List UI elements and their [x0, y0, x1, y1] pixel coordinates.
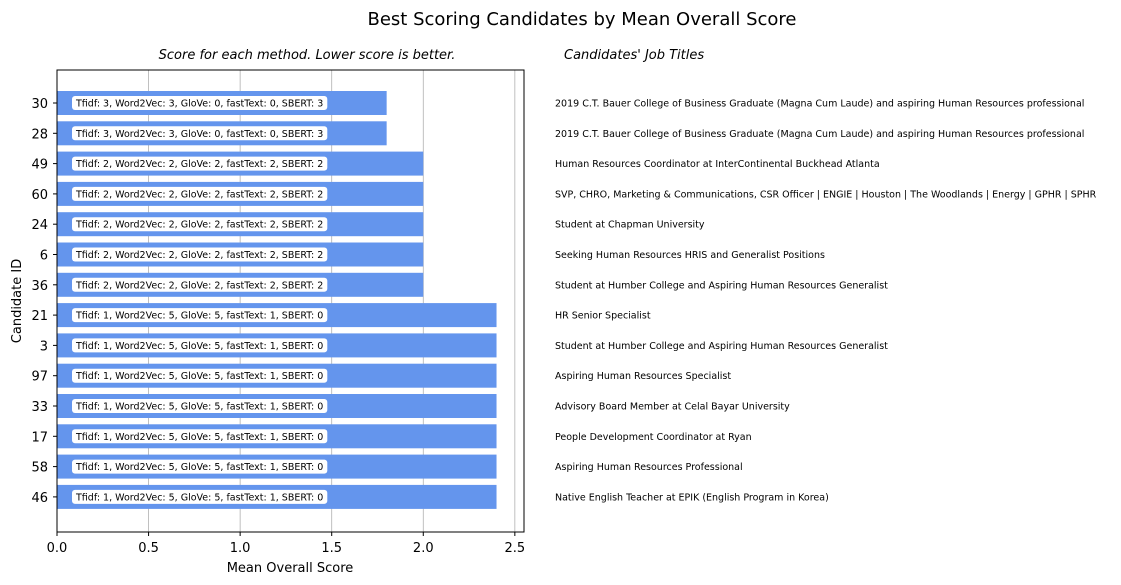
- bar-annotation-box: [72, 429, 328, 444]
- y-tick-label: 60: [31, 188, 48, 203]
- job-title: Aspiring Human Resources Professional: [555, 462, 743, 473]
- x-axis-ticks: 0.0 0.5 1.0 1.5 2.0 2.5: [47, 532, 525, 556]
- x-axis-label: Mean Overall Score: [227, 561, 354, 576]
- job-title: Advisory Board Member at Celal Bayar Uni…: [555, 402, 790, 413]
- bar-annotation-text: Tfidf: 1, Word2Vec: 5, GloVe: 5, fastTex…: [75, 402, 323, 413]
- bar-annotation: Tfidf: 1, Word2Vec: 5, GloVe: 5, fastTex…: [72, 399, 328, 413]
- bar-annotation-box: [72, 368, 328, 383]
- bar-annotation-text: Tfidf: 2, Word2Vec: 2, GloVe: 2, fastTex…: [75, 220, 323, 231]
- y-tick-label: 49: [31, 158, 48, 173]
- y-tick-label: 97: [31, 370, 48, 385]
- bar-annotation-text: Tfidf: 1, Word2Vec: 5, GloVe: 5, fastTex…: [75, 341, 323, 352]
- bar-annotation-text: Tfidf: 3, Word2Vec: 3, GloVe: 0, fastTex…: [75, 129, 323, 140]
- bar-annotation: Tfidf: 3, Word2Vec: 3, GloVe: 0, fastTex…: [72, 96, 328, 110]
- bar-annotation-box: [72, 96, 328, 110]
- bar-annotation-box: [72, 247, 328, 262]
- bar-annotation: Tfidf: 2, Word2Vec: 2, GloVe: 2, fastTex…: [72, 277, 328, 292]
- job-title: Human Resources Coordinator at InterCont…: [555, 159, 880, 170]
- job-title: Student at Humber College and Aspiring H…: [555, 280, 888, 291]
- y-tick-label: 6: [40, 249, 48, 264]
- x-tick-label: 1.5: [321, 541, 342, 556]
- bar-annotation-box: [72, 126, 328, 141]
- job-title: Seeking Human Resources HRIS and General…: [555, 250, 825, 261]
- y-tick-label: 36: [31, 279, 48, 294]
- bar-annotation-text: Tfidf: 1, Word2Vec: 5, GloVe: 5, fastTex…: [75, 371, 323, 382]
- bar-annotation-box: [72, 338, 328, 353]
- job-title: People Development Coordinator at Ryan: [555, 432, 752, 443]
- bar-annotation-text: Tfidf: 1, Word2Vec: 5, GloVe: 5, fastTex…: [75, 462, 323, 473]
- job-titles-heading: Candidates' Job Titles: [564, 48, 704, 63]
- bar-annotation-text: Tfidf: 1, Word2Vec: 5, GloVe: 5, fastTex…: [75, 492, 323, 503]
- job-title: Native English Teacher at EPIK (English …: [555, 492, 829, 503]
- bar-annotation-text: Tfidf: 3, Word2Vec: 3, GloVe: 0, fastTex…: [75, 99, 323, 110]
- y-tick-label: 24: [31, 218, 48, 233]
- chart-title: Best Scoring Candidates by Mean Overall …: [367, 9, 796, 30]
- x-tick-label: 2.5: [504, 541, 525, 556]
- y-axis-ticks: 30 28 49 60 24 6 36 21 3 97 33 17 58 46: [31, 97, 57, 506]
- job-title: SVP, CHRO, Marketing & Communications, C…: [555, 189, 1097, 200]
- bar-annotation: Tfidf: 2, Word2Vec: 2, GloVe: 2, fastTex…: [72, 247, 328, 262]
- plot-frame: [56, 69, 525, 533]
- bar-annotation: Tfidf: 1, Word2Vec: 5, GloVe: 5, fastTex…: [72, 429, 328, 444]
- y-tick-label: 28: [31, 127, 48, 142]
- bar-annotation-text: Tfidf: 2, Word2Vec: 2, GloVe: 2, fastTex…: [75, 280, 323, 291]
- bar-annotation-text: Tfidf: 2, Word2Vec: 2, GloVe: 2, fastTex…: [75, 159, 323, 170]
- job-title-list: 2019 C.T. Bauer College of Business Grad…: [555, 99, 1097, 504]
- y-tick-label: 17: [31, 430, 48, 445]
- x-tick-label: 0.5: [138, 541, 159, 556]
- bar-annotation: Tfidf: 1, Word2Vec: 5, GloVe: 5, fastTex…: [72, 368, 328, 383]
- bar-annotation: Tfidf: 2, Word2Vec: 2, GloVe: 2, fastTex…: [72, 156, 328, 171]
- bar-annotation-box: [72, 277, 328, 292]
- bar-annotation: Tfidf: 1, Word2Vec: 5, GloVe: 5, fastTex…: [72, 489, 328, 504]
- y-axis-label: Candidate ID: [10, 259, 25, 343]
- y-tick-label: 21: [31, 309, 48, 324]
- job-title: 2019 C.T. Bauer College of Business Grad…: [555, 99, 1084, 110]
- bar-annotation-box: [72, 489, 328, 504]
- bar-annotation: Tfidf: 3, Word2Vec: 3, GloVe: 0, fastTex…: [72, 126, 328, 141]
- bar-annotation-box: [72, 399, 328, 413]
- bar-annotations: Tfidf: 3, Word2Vec: 3, GloVe: 0, fastTex…: [72, 96, 328, 504]
- bar-annotation-text: Tfidf: 2, Word2Vec: 2, GloVe: 2, fastTex…: [75, 250, 323, 261]
- y-tick-label: 33: [31, 400, 48, 415]
- bar-annotation-text: Tfidf: 1, Word2Vec: 5, GloVe: 5, fastTex…: [75, 432, 323, 443]
- bar-annotation-box: [72, 156, 328, 171]
- bar-annotation-box: [72, 217, 328, 232]
- bar-annotation: Tfidf: 1, Word2Vec: 5, GloVe: 5, fastTex…: [72, 308, 328, 323]
- y-tick-label: 46: [31, 491, 48, 506]
- bar-annotation: Tfidf: 2, Word2Vec: 2, GloVe: 2, fastTex…: [72, 217, 328, 232]
- job-title: Student at Humber College and Aspiring H…: [555, 341, 888, 352]
- bars: [57, 91, 497, 509]
- bar-annotation-box: [72, 459, 328, 474]
- job-title: HR Senior Specialist: [555, 311, 651, 322]
- bar-annotation-box: [72, 308, 328, 323]
- x-tick-label: 1.0: [230, 541, 251, 556]
- bar-annotation: Tfidf: 2, Word2Vec: 2, GloVe: 2, fastTex…: [72, 186, 328, 201]
- chart-subtitle: Score for each method. Lower score is be…: [159, 48, 456, 63]
- job-title: 2019 C.T. Bauer College of Business Grad…: [555, 129, 1084, 140]
- job-title: Aspiring Human Resources Specialist: [555, 371, 731, 382]
- bar-annotation-text: Tfidf: 2, Word2Vec: 2, GloVe: 2, fastTex…: [75, 189, 323, 200]
- y-tick-label: 3: [40, 339, 48, 354]
- bar-annotation-text: Tfidf: 1, Word2Vec: 5, GloVe: 5, fastTex…: [75, 311, 323, 322]
- job-title: Student at Chapman University: [555, 220, 705, 231]
- bar-annotation-box: [72, 186, 328, 201]
- x-tick-label: 0.0: [47, 541, 68, 556]
- y-tick-label: 30: [31, 97, 48, 112]
- y-tick-label: 58: [31, 461, 48, 476]
- bar-annotation: Tfidf: 1, Word2Vec: 5, GloVe: 5, fastTex…: [72, 459, 328, 474]
- x-tick-label: 2.0: [413, 541, 434, 556]
- bar-annotation: Tfidf: 1, Word2Vec: 5, GloVe: 5, fastTex…: [72, 338, 328, 353]
